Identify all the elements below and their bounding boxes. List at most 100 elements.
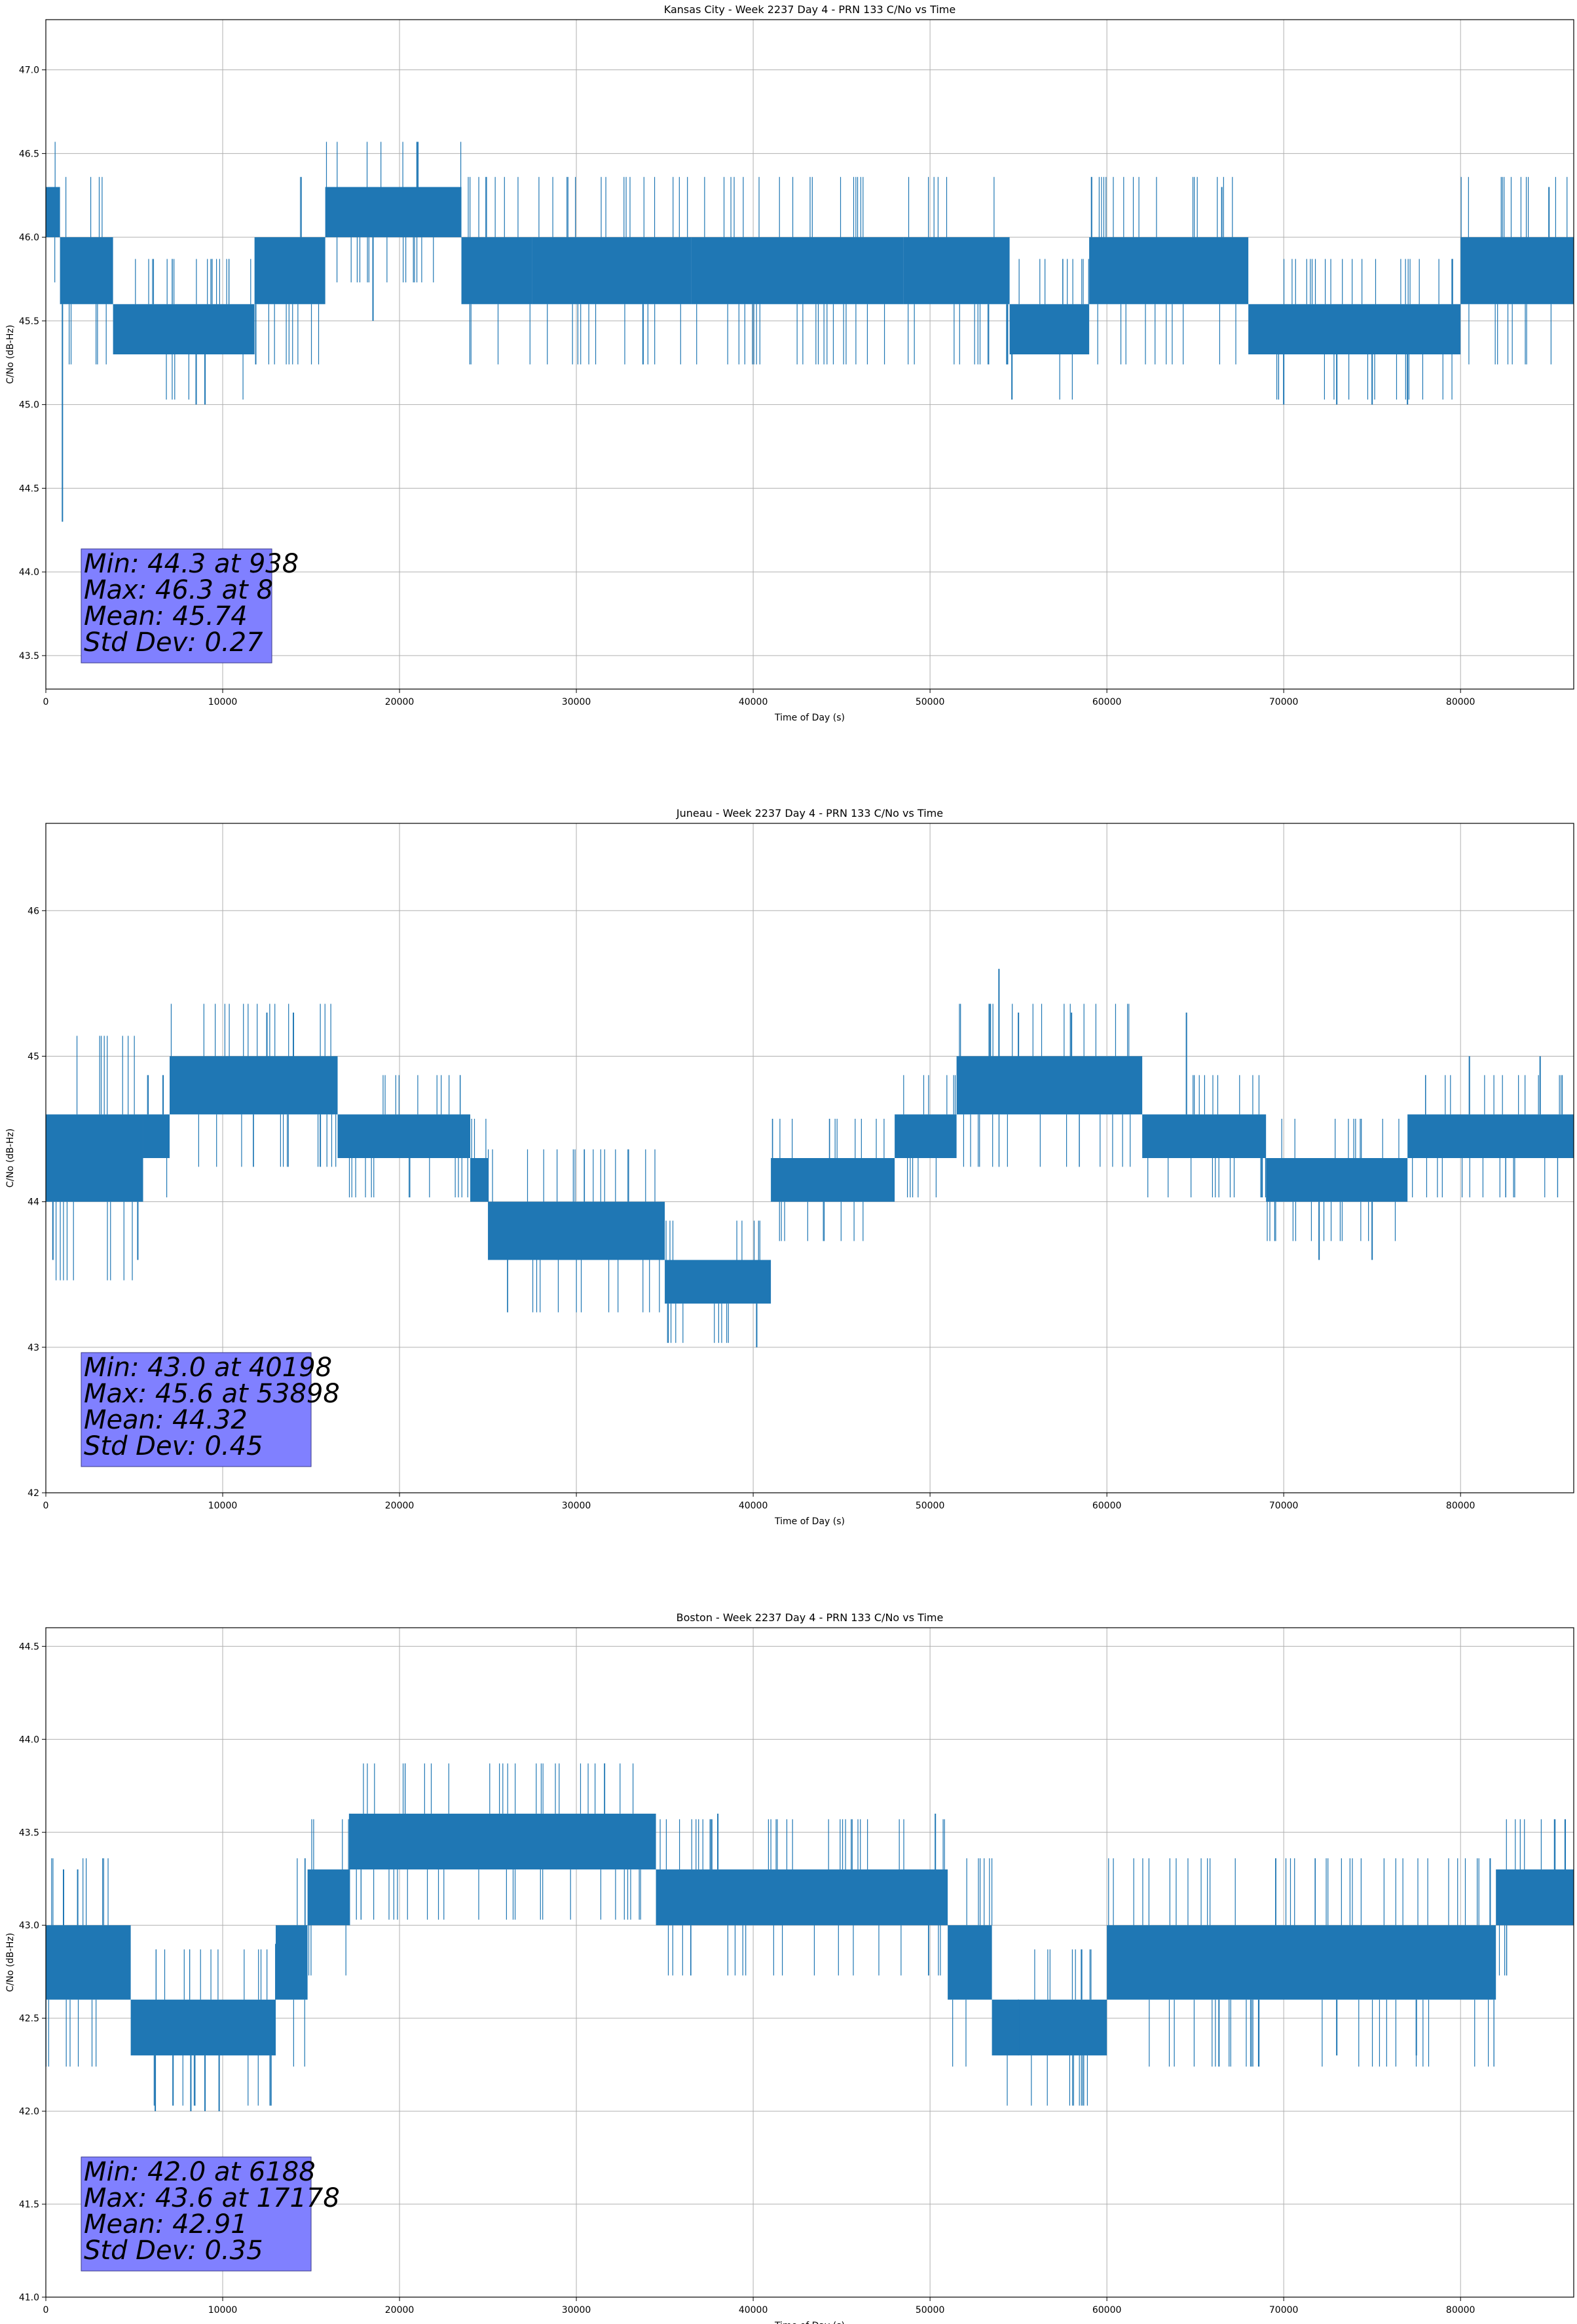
y-tick-label: 45.0	[19, 400, 39, 411]
x-axis-label: Time of Day (s)	[774, 713, 845, 723]
data-band	[46, 187, 60, 238]
y-tick-label: 44	[28, 1197, 39, 1208]
data-band	[665, 1260, 771, 1304]
stats-line: Max: 43.6 at 17178	[84, 2183, 340, 2213]
data-band	[1009, 304, 1090, 354]
y-tick-label: 46	[28, 906, 39, 916]
x-tick-label: 70000	[1269, 2305, 1299, 2315]
x-tick-label: 60000	[1092, 697, 1122, 707]
chart-panel-2: Juneau - Week 2237 Day 4 - PRN 133 C/No …	[5, 807, 1574, 1527]
y-tick-label: 43	[28, 1343, 39, 1353]
chart-title: Kansas City - Week 2237 Day 4 - PRN 133 …	[664, 3, 955, 16]
y-tick-label: 46.0	[19, 233, 39, 243]
x-tick-label: 30000	[562, 697, 591, 707]
stats-line: Mean: 42.91	[84, 2209, 248, 2240]
y-tick-label: 44.0	[19, 567, 39, 578]
data-band	[903, 237, 1010, 305]
data-band	[948, 1925, 992, 2000]
x-axis-label: Time of Day (s)	[774, 2321, 845, 2324]
data-band	[60, 237, 113, 305]
data-band	[1107, 1925, 1496, 2000]
data-band	[992, 1999, 1107, 2055]
data-band	[130, 1999, 276, 2055]
stats-line: Std Dev: 0.27	[84, 628, 263, 658]
y-tick-label: 42.0	[19, 2107, 39, 2117]
y-tick-label: 43.0	[19, 1921, 39, 1931]
data-band	[1089, 237, 1249, 305]
y-tick-label: 42.5	[19, 2014, 39, 2024]
data-band	[956, 1056, 1143, 1115]
x-tick-label: 70000	[1269, 697, 1299, 707]
y-tick-label: 47.0	[19, 66, 39, 76]
stats-line: Max: 45.6 at 53898	[84, 1379, 340, 1409]
data-band	[1407, 1114, 1574, 1158]
y-axis-label: C/No (dB-Hz)	[5, 325, 16, 384]
x-tick-label: 50000	[916, 697, 945, 707]
data-band	[143, 1114, 170, 1158]
data-band	[307, 1869, 350, 1926]
data-band	[254, 237, 325, 305]
x-tick-label: 40000	[739, 1501, 768, 1511]
axes-frame	[45, 823, 1574, 1493]
data-band	[656, 1869, 948, 1926]
data-band	[461, 237, 532, 305]
y-tick-label: 44.5	[19, 483, 39, 494]
data-band	[1142, 1114, 1267, 1158]
data-band	[1266, 1158, 1408, 1202]
x-tick-label: 80000	[1446, 697, 1475, 707]
y-axis-label: C/No (dB-Hz)	[5, 1933, 16, 1992]
x-tick-label: 0	[43, 697, 49, 707]
x-tick-label: 0	[43, 2305, 49, 2315]
stats-box	[81, 2156, 312, 2272]
data-band	[46, 1925, 131, 2000]
data-series	[45, 1763, 1574, 2112]
chart-panel-3: Boston - Week 2237 Day 4 - PRN 133 C/No …	[5, 1611, 1574, 2324]
x-tick-label: 60000	[1092, 2305, 1122, 2315]
chart-title: Boston - Week 2237 Day 4 - PRN 133 C/No …	[677, 1611, 944, 1624]
data-band	[325, 187, 462, 238]
x-tick-label: 0	[43, 1501, 49, 1511]
stats-line: Min: 42.0 at 6188	[84, 2157, 316, 2187]
x-tick-label: 40000	[739, 697, 768, 707]
data-band	[771, 1158, 895, 1202]
y-tick-label: 44.5	[19, 1641, 39, 1652]
data-series	[46, 141, 1574, 522]
x-tick-label: 50000	[916, 2305, 945, 2315]
data-band	[895, 1114, 957, 1158]
data-band	[170, 1056, 338, 1115]
data-band	[1248, 304, 1461, 354]
stats-line: Min: 44.3 at 938	[84, 549, 299, 579]
stats-line: Max: 46.3 at 8	[84, 575, 273, 605]
data-band	[470, 1158, 489, 1202]
y-axis-label: C/No (dB-Hz)	[5, 1129, 16, 1188]
stats-line: Std Dev: 0.35	[84, 2236, 263, 2266]
data-band	[532, 237, 692, 305]
y-tick-label: 45.5	[19, 316, 39, 327]
x-tick-label: 50000	[916, 1501, 945, 1511]
axes-frame	[45, 19, 1574, 690]
data-band	[337, 1114, 471, 1158]
x-tick-label: 10000	[208, 1501, 238, 1511]
y-tick-label: 41.0	[19, 2293, 39, 2303]
x-tick-label: 70000	[1269, 1501, 1299, 1511]
x-tick-label: 10000	[208, 697, 238, 707]
data-band	[691, 237, 904, 305]
y-tick-label: 46.5	[19, 149, 39, 159]
y-tick-label: 45	[28, 1051, 39, 1062]
x-tick-label: 30000	[562, 2305, 591, 2315]
x-tick-label: 80000	[1446, 1501, 1475, 1511]
stats-line: Mean: 44.32	[84, 1405, 248, 1435]
x-tick-label: 20000	[385, 697, 415, 707]
x-tick-label: 40000	[739, 2305, 768, 2315]
data-band	[276, 1925, 308, 2000]
data-band	[1496, 1869, 1574, 1926]
stats-line: Min: 43.0 at 40198	[84, 1353, 332, 1383]
data-band	[46, 1114, 143, 1202]
y-tick-label: 41.5	[19, 2200, 39, 2210]
x-tick-label: 30000	[562, 1501, 591, 1511]
x-tick-label: 80000	[1446, 2305, 1475, 2315]
y-tick-label: 44.0	[19, 1734, 39, 1745]
data-band	[350, 1813, 656, 1870]
x-tick-label: 20000	[385, 2305, 415, 2315]
